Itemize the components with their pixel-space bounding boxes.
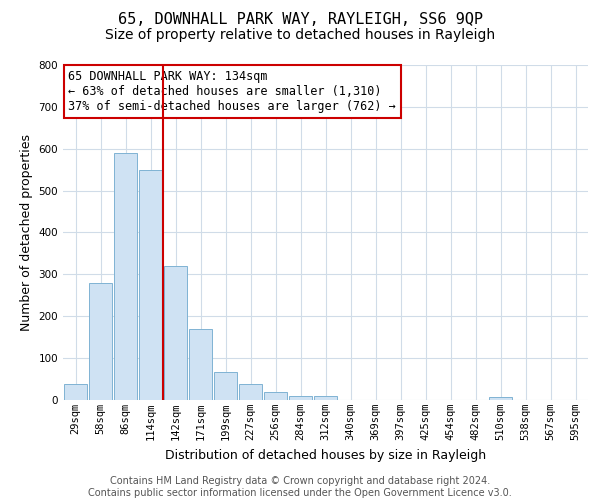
Bar: [164, 266, 187, 400]
Bar: [239, 384, 262, 400]
Bar: [89, 283, 112, 400]
Y-axis label: Number of detached properties: Number of detached properties: [20, 134, 33, 331]
Bar: [314, 396, 337, 400]
Bar: [188, 329, 212, 400]
Bar: [488, 396, 512, 400]
Text: Size of property relative to detached houses in Rayleigh: Size of property relative to detached ho…: [105, 28, 495, 42]
Bar: [113, 153, 137, 400]
Bar: [64, 384, 88, 400]
Bar: [263, 392, 287, 400]
X-axis label: Distribution of detached houses by size in Rayleigh: Distribution of detached houses by size …: [165, 448, 486, 462]
Text: Contains HM Land Registry data © Crown copyright and database right 2024.
Contai: Contains HM Land Registry data © Crown c…: [88, 476, 512, 498]
Text: 65, DOWNHALL PARK WAY, RAYLEIGH, SS6 9QP: 65, DOWNHALL PARK WAY, RAYLEIGH, SS6 9QP: [118, 12, 482, 28]
Text: 65 DOWNHALL PARK WAY: 134sqm
← 63% of detached houses are smaller (1,310)
37% of: 65 DOWNHALL PARK WAY: 134sqm ← 63% of de…: [68, 70, 396, 113]
Bar: [214, 372, 238, 400]
Bar: [289, 396, 313, 400]
Bar: [139, 170, 163, 400]
